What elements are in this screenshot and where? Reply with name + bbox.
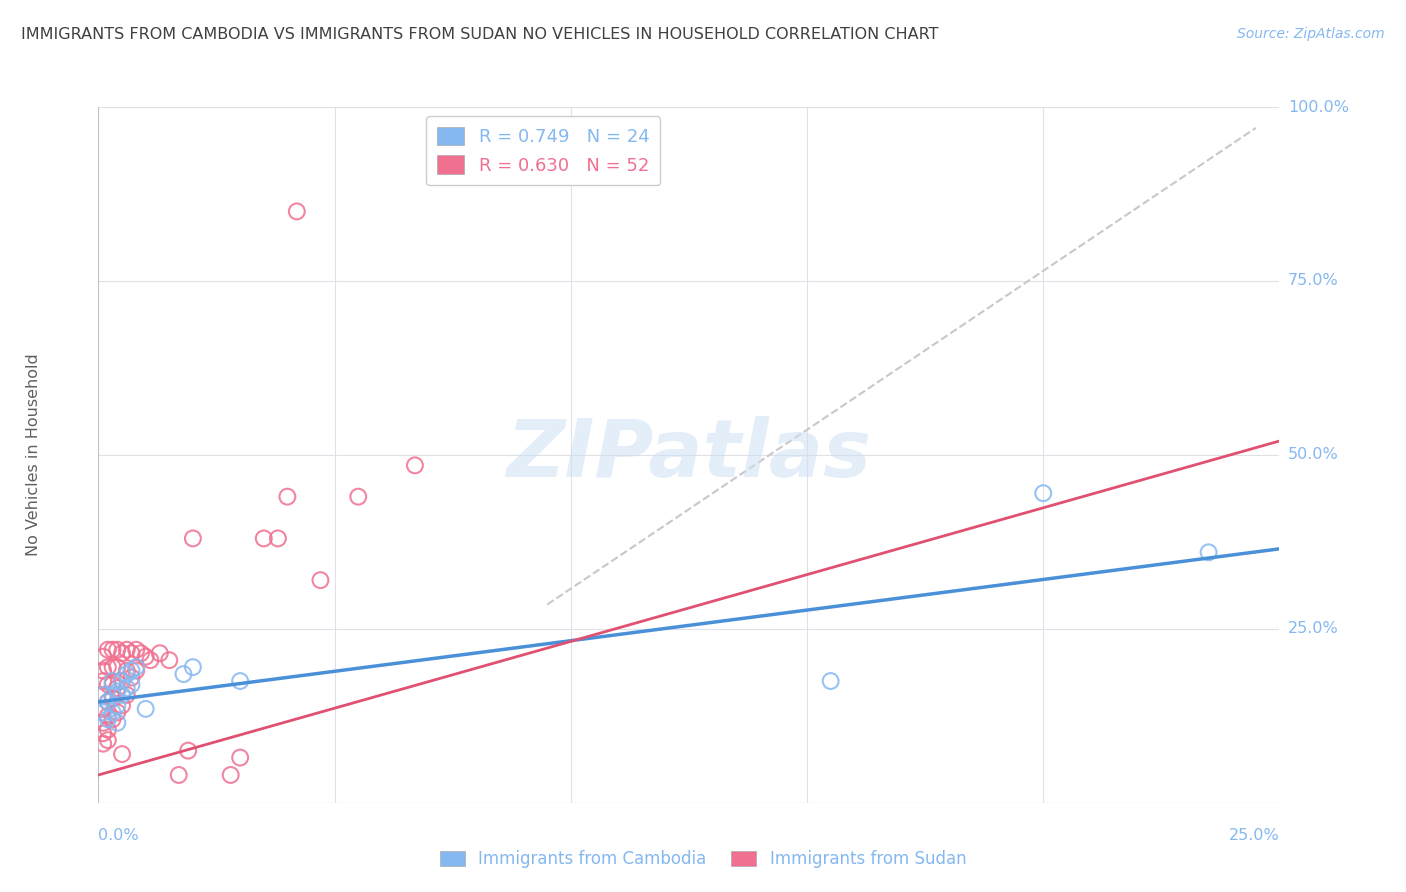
Text: ZIPatlas: ZIPatlas: [506, 416, 872, 494]
Point: [91, 737, 114, 751]
Point: [91, 715, 114, 730]
Point: [121, 664, 143, 678]
Legend: R = 0.749   N = 24, R = 0.630   N = 52: R = 0.749 N = 24, R = 0.630 N = 52: [426, 116, 661, 186]
Point: [105, 681, 128, 695]
Point: [97, 708, 120, 723]
Point: [97, 677, 120, 691]
Point: [101, 674, 124, 689]
Point: [157, 653, 180, 667]
Point: [285, 204, 308, 219]
Point: [135, 649, 157, 664]
Text: 25.0%: 25.0%: [1229, 828, 1279, 843]
Point: [111, 674, 134, 689]
Point: [101, 706, 124, 720]
Point: [105, 698, 128, 713]
Point: [97, 695, 120, 709]
Point: [101, 677, 124, 691]
Point: [129, 646, 152, 660]
Point: [115, 667, 138, 681]
Point: [97, 733, 120, 747]
Point: [111, 646, 134, 660]
Text: 75.0%: 75.0%: [1288, 274, 1339, 288]
Point: [91, 726, 114, 740]
Point: [177, 744, 200, 758]
Point: [267, 532, 290, 546]
Point: [91, 649, 114, 664]
Point: [125, 660, 148, 674]
Point: [111, 688, 134, 702]
Point: [105, 706, 128, 720]
Point: [105, 684, 128, 698]
Point: [309, 573, 332, 587]
Point: [97, 642, 120, 657]
Point: [115, 664, 138, 678]
Point: [91, 688, 114, 702]
Text: 25.0%: 25.0%: [1288, 622, 1339, 636]
Point: [139, 653, 162, 667]
Point: [105, 642, 128, 657]
Point: [115, 688, 138, 702]
Point: [229, 750, 252, 764]
Point: [111, 698, 134, 713]
Point: [91, 706, 114, 720]
Point: [101, 642, 124, 657]
Point: [115, 681, 138, 695]
Text: IMMIGRANTS FROM CAMBODIA VS IMMIGRANTS FROM SUDAN NO VEHICLES IN HOUSEHOLD CORRE: IMMIGRANTS FROM CAMBODIA VS IMMIGRANTS F…: [21, 27, 939, 42]
Point: [181, 660, 204, 674]
Point: [404, 458, 426, 473]
Point: [347, 490, 370, 504]
Point: [97, 660, 120, 674]
Point: [125, 642, 148, 657]
Point: [149, 646, 172, 660]
Point: [121, 671, 143, 685]
Point: [115, 642, 138, 657]
Text: Source: ZipAtlas.com: Source: ZipAtlas.com: [1237, 27, 1385, 41]
Point: [253, 532, 276, 546]
Point: [229, 674, 252, 689]
Point: [97, 723, 120, 737]
Point: [97, 695, 120, 709]
Point: [101, 660, 124, 674]
Point: [1198, 545, 1220, 559]
Text: No Vehicles in Household: No Vehicles in Household: [25, 353, 41, 557]
Point: [1032, 486, 1054, 500]
Point: [91, 664, 114, 678]
Point: [276, 490, 298, 504]
Point: [97, 712, 120, 726]
Point: [820, 674, 842, 689]
Point: [121, 677, 143, 691]
Point: [172, 667, 194, 681]
Point: [91, 688, 114, 702]
Point: [135, 702, 157, 716]
Point: [91, 702, 114, 716]
Point: [111, 674, 134, 689]
Point: [91, 674, 114, 689]
Point: [121, 646, 143, 660]
Point: [167, 768, 190, 782]
Point: [105, 715, 128, 730]
Point: [105, 660, 128, 674]
Point: [219, 768, 242, 782]
Text: 100.0%: 100.0%: [1288, 100, 1348, 114]
Point: [125, 664, 148, 678]
Point: [101, 688, 124, 702]
Point: [101, 691, 124, 706]
Text: 0.0%: 0.0%: [98, 828, 139, 843]
Point: [181, 532, 204, 546]
Legend: Immigrants from Cambodia, Immigrants from Sudan: Immigrants from Cambodia, Immigrants fro…: [433, 844, 973, 875]
Point: [101, 712, 124, 726]
Text: 50.0%: 50.0%: [1288, 448, 1339, 462]
Point: [111, 747, 134, 761]
